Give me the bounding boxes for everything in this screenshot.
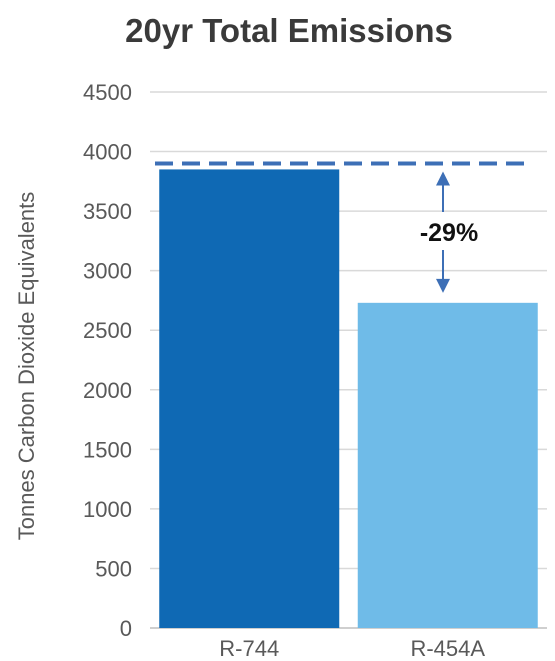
y-tick-label: 0 — [120, 616, 132, 641]
bar-r-744 — [159, 169, 340, 628]
y-tick-label: 500 — [95, 556, 132, 581]
y-tick-label: 4000 — [83, 140, 132, 165]
annotation-arrowhead-down — [436, 278, 450, 293]
y-tick-label: 1500 — [83, 437, 132, 462]
bar-r-454a — [357, 302, 538, 628]
x-category-label: R-454A — [410, 636, 485, 661]
y-tick-label: 3500 — [83, 199, 132, 224]
y-tick-label: 3000 — [83, 259, 132, 284]
y-axis-label: Tonnes Carbon Dioxide Equivalents — [14, 192, 39, 541]
y-axis-ticks: 0 500 1000 1500 2000 2500 3000 3500 4000 4500 — [83, 80, 132, 641]
annotation-arrowhead-up — [436, 171, 450, 186]
annotation-group: -29% — [420, 171, 478, 293]
annotation-label: -29% — [420, 219, 478, 247]
bars — [159, 169, 538, 628]
chart-title: 20yr Total Emissions — [125, 12, 453, 49]
x-category-label: R-744 — [219, 636, 279, 661]
x-axis-categories: R-744 R-454A — [219, 636, 485, 661]
y-tick-label: 2500 — [83, 318, 132, 343]
y-tick-label: 4500 — [83, 80, 132, 105]
y-tick-label: 2000 — [83, 378, 132, 403]
y-tick-label: 1000 — [83, 497, 132, 522]
